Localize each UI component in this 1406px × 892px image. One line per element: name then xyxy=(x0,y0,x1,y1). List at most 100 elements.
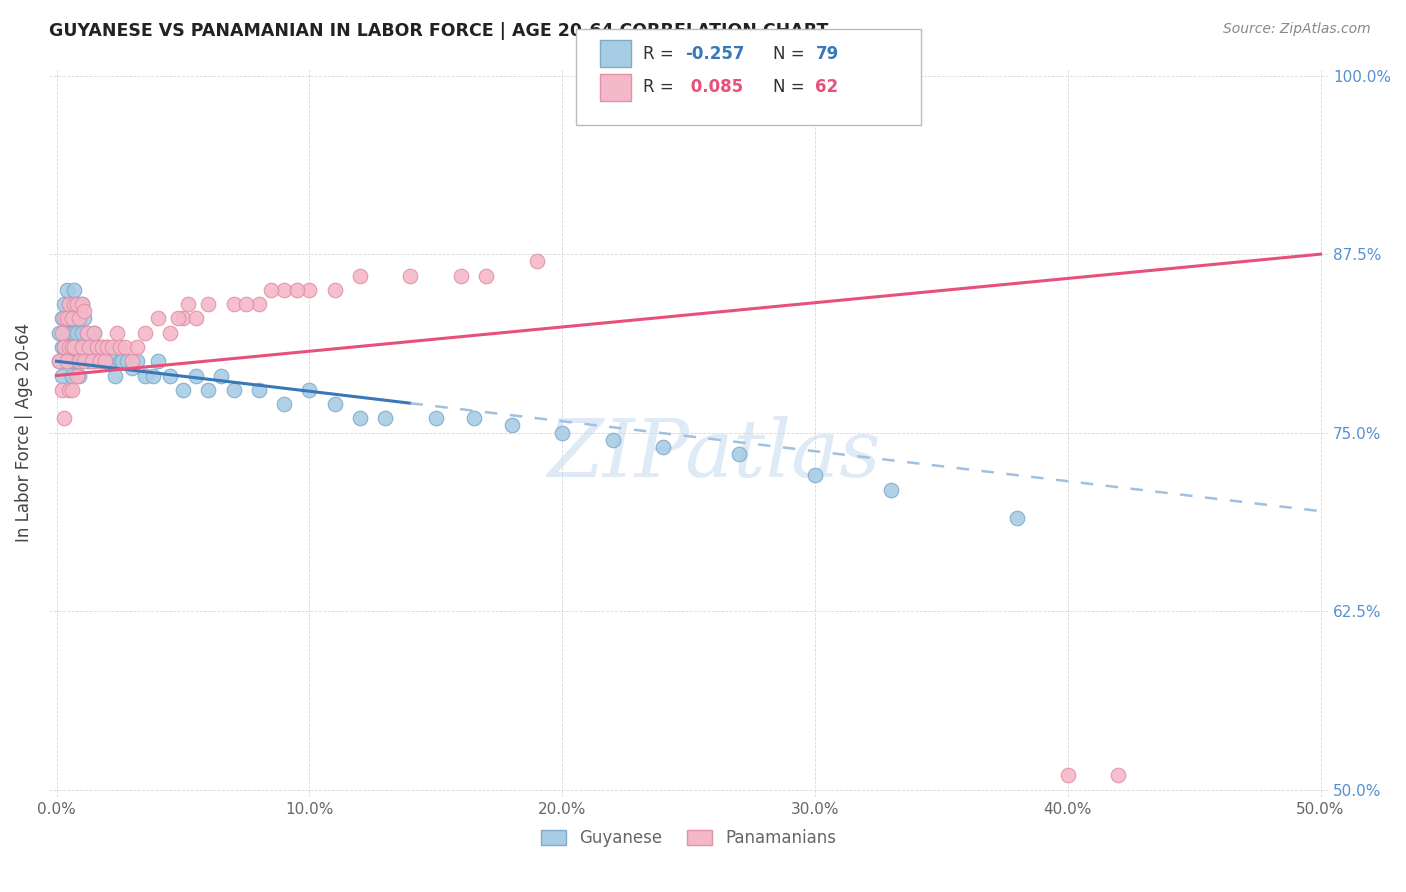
Point xyxy=(93,354,115,368)
Point xyxy=(60,340,83,354)
Point xyxy=(298,283,321,297)
Point xyxy=(159,326,181,340)
Point xyxy=(184,368,207,383)
Point xyxy=(79,354,101,368)
Point xyxy=(111,354,134,368)
Point xyxy=(501,418,523,433)
Point xyxy=(285,283,308,297)
Point xyxy=(51,340,73,354)
Point xyxy=(89,354,111,368)
Point xyxy=(60,311,83,326)
Point xyxy=(66,297,89,311)
Point xyxy=(273,283,295,297)
Point xyxy=(127,354,149,368)
Point xyxy=(58,326,80,340)
Point xyxy=(91,340,114,354)
Point xyxy=(172,311,194,326)
Point xyxy=(298,383,321,397)
Point xyxy=(526,254,548,268)
Point xyxy=(53,311,76,326)
Point xyxy=(55,354,77,368)
Point xyxy=(53,340,76,354)
Legend: Guyanese, Panamanians: Guyanese, Panamanians xyxy=(534,822,844,854)
Point xyxy=(55,311,77,326)
Point xyxy=(63,326,86,340)
Point xyxy=(1107,768,1129,782)
Point xyxy=(79,333,101,347)
Point xyxy=(66,297,89,311)
Text: Source: ZipAtlas.com: Source: ZipAtlas.com xyxy=(1223,22,1371,37)
Point xyxy=(114,340,136,354)
Point xyxy=(1005,511,1028,525)
Point xyxy=(235,297,257,311)
Point xyxy=(70,297,93,311)
Point xyxy=(55,326,77,340)
Point xyxy=(83,354,105,368)
Point xyxy=(48,354,70,368)
Text: 62: 62 xyxy=(815,78,838,96)
Point xyxy=(80,340,103,354)
Point xyxy=(60,326,83,340)
Point xyxy=(55,311,77,326)
Point xyxy=(67,311,90,326)
Point xyxy=(51,383,73,397)
Point xyxy=(105,326,128,340)
Point xyxy=(323,283,346,297)
Point xyxy=(184,311,207,326)
Point xyxy=(58,383,80,397)
Point xyxy=(66,368,89,383)
Point xyxy=(58,297,80,311)
Point xyxy=(425,411,447,425)
Point xyxy=(374,411,396,425)
Point xyxy=(108,354,131,368)
Point xyxy=(66,326,89,340)
Point xyxy=(73,304,96,318)
Point xyxy=(93,354,115,368)
Point xyxy=(134,368,156,383)
Point xyxy=(83,326,105,340)
Point xyxy=(159,368,181,383)
Text: ZIPatlas: ZIPatlas xyxy=(547,416,882,493)
Point xyxy=(73,354,96,368)
Text: R =: R = xyxy=(643,45,679,62)
Point xyxy=(89,354,111,368)
Point xyxy=(399,268,422,283)
Point xyxy=(146,354,169,368)
Point xyxy=(450,268,472,283)
Point xyxy=(73,311,96,326)
Point xyxy=(349,411,371,425)
Point xyxy=(76,354,98,368)
Point xyxy=(66,354,89,368)
Point xyxy=(63,354,86,368)
Point xyxy=(880,483,903,497)
Point xyxy=(127,340,149,354)
Point xyxy=(58,340,80,354)
Point xyxy=(142,368,165,383)
Text: GUYANESE VS PANAMANIAN IN LABOR FORCE | AGE 20-64 CORRELATION CHART: GUYANESE VS PANAMANIAN IN LABOR FORCE | … xyxy=(49,22,828,40)
Point xyxy=(177,297,200,311)
Point xyxy=(58,340,80,354)
Point xyxy=(67,354,90,368)
Point xyxy=(70,340,93,354)
Point xyxy=(247,297,270,311)
Point xyxy=(67,311,90,326)
Point xyxy=(70,326,93,340)
Point xyxy=(73,340,96,354)
Point xyxy=(475,268,498,283)
Point xyxy=(463,411,485,425)
Point xyxy=(121,354,143,368)
Point xyxy=(53,411,76,425)
Point xyxy=(80,354,103,368)
Point xyxy=(117,354,139,368)
Point xyxy=(222,297,245,311)
Text: -0.257: -0.257 xyxy=(685,45,744,62)
Point xyxy=(58,297,80,311)
Point xyxy=(70,297,93,311)
Text: N =: N = xyxy=(773,45,810,62)
Point xyxy=(58,354,80,368)
Point xyxy=(60,368,83,383)
Point xyxy=(63,340,86,354)
Point xyxy=(53,340,76,354)
Text: N =: N = xyxy=(773,78,810,96)
Point xyxy=(63,297,86,311)
